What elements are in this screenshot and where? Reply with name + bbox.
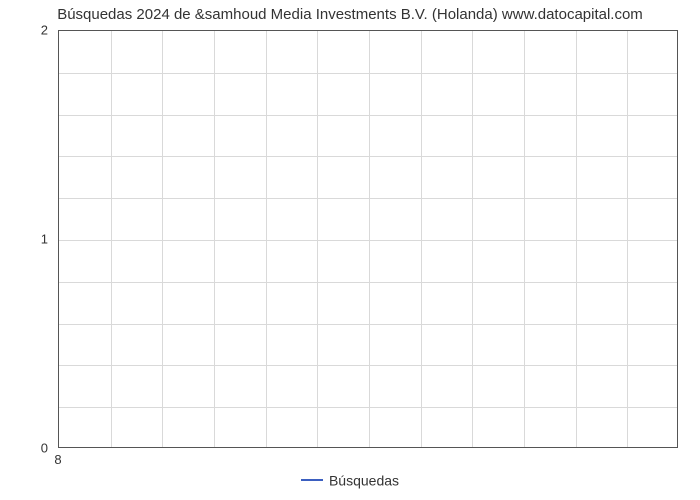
y-tick-label: 0 — [0, 441, 48, 456]
gridline-horizontal — [59, 198, 677, 199]
y-tick-label: 1 — [0, 232, 48, 247]
legend: Búsquedas — [0, 471, 700, 488]
gridline-vertical — [524, 31, 525, 447]
gridline-horizontal — [59, 365, 677, 366]
plot-area — [58, 30, 678, 448]
gridline-horizontal — [59, 156, 677, 157]
legend-swatch — [301, 479, 323, 481]
gridline-vertical — [576, 31, 577, 447]
gridline-horizontal — [59, 282, 677, 283]
gridline-vertical — [266, 31, 267, 447]
gridline-vertical — [627, 31, 628, 447]
x-tick-label: 8 — [54, 452, 61, 467]
chart-title: Búsquedas 2024 de &samhoud Media Investm… — [0, 6, 700, 23]
gridline-vertical — [162, 31, 163, 447]
gridline-horizontal — [59, 240, 677, 241]
gridline-vertical — [421, 31, 422, 447]
gridline-horizontal — [59, 407, 677, 408]
gridline-horizontal — [59, 115, 677, 116]
gridline-horizontal — [59, 324, 677, 325]
gridline-vertical — [111, 31, 112, 447]
y-tick-label: 2 — [0, 23, 48, 38]
gridline-vertical — [369, 31, 370, 447]
gridline-horizontal — [59, 73, 677, 74]
gridline-vertical — [472, 31, 473, 447]
legend-label: Búsquedas — [329, 472, 399, 488]
chart-container: Búsquedas 2024 de &samhoud Media Investm… — [0, 0, 700, 500]
gridline-vertical — [317, 31, 318, 447]
gridline-vertical — [214, 31, 215, 447]
